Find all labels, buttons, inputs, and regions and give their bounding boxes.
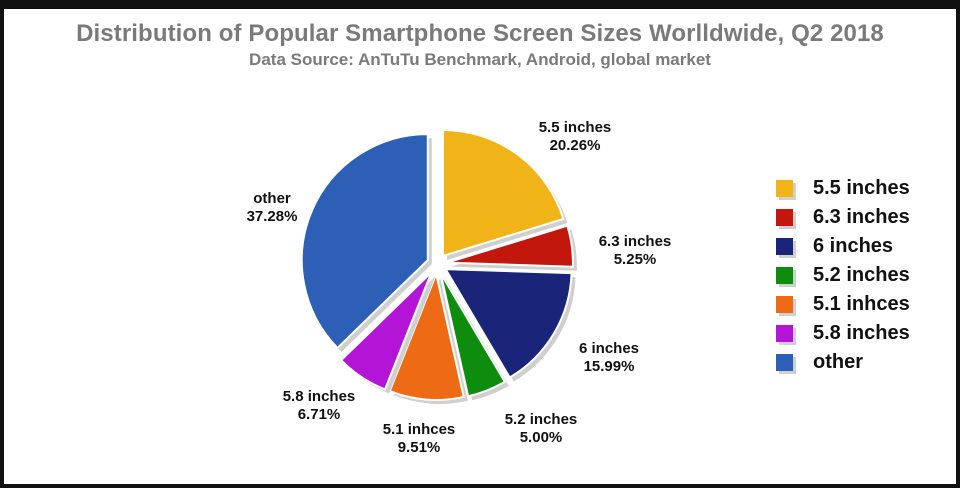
pie-slice-5-8-inches — [339, 271, 433, 391]
legend-label: 5.5 inches — [813, 177, 910, 199]
pie-slice-other — [300, 133, 429, 350]
legend-label: other — [813, 351, 863, 373]
legend-item-5-2-inches: 5.2 inches — [776, 261, 910, 290]
legend-swatch — [776, 209, 793, 226]
slice-label-other: other — [253, 190, 291, 207]
pie-slice-5-1-inhces — [388, 270, 465, 401]
pie-slice-6-3-inches — [446, 224, 574, 268]
legend-item-6-3-inches: 6.3 inches — [776, 203, 910, 232]
legend-label: 5.1 inhces — [813, 293, 910, 315]
legend-label: 6 inches — [813, 235, 894, 257]
slice-label-5-2-inches: 5.2 inches — [505, 411, 578, 428]
slice-value-5-2-inches: 5.00% — [520, 429, 563, 446]
legend-label: 5.8 inches — [813, 322, 910, 344]
legend-swatch — [776, 267, 793, 284]
slice-value-6-inches: 15.99% — [584, 358, 635, 375]
slice-value-5-1-inhces: 9.51% — [398, 439, 441, 456]
slice-label-6-3-inches: 6.3 inches — [599, 233, 672, 250]
legend-item-5-8-inches: 5.8 inches — [776, 319, 910, 348]
chart-title: Distribution of Popular Smartphone Scree… — [76, 20, 884, 47]
slice-value-5-5-inches: 20.26% — [550, 137, 601, 154]
legend-swatch — [776, 238, 793, 255]
legend-item-other: other — [776, 348, 910, 377]
legend-item-6-inches: 6 inches — [776, 232, 910, 261]
slice-value-6-3-inches: 5.25% — [614, 251, 657, 268]
legend-item-5-1-inhces: 5.1 inhces — [776, 290, 910, 319]
slice-label-5-8-inches: 5.8 inches — [283, 388, 356, 405]
chart-subtitle: Data Source: AnTuTu Benchmark, Android, … — [249, 50, 711, 69]
slice-label-5-1-inhces: 5.1 inhces — [383, 421, 456, 438]
legend-label: 6.3 inches — [813, 206, 910, 228]
pie-slice-5-5-inches — [441, 128, 565, 258]
slice-label-5-5-inches: 5.5 inches — [539, 119, 612, 136]
pie-slice-6-inches — [443, 268, 573, 379]
pie-slices — [300, 128, 577, 404]
chart-legend: 5.5 inches 6.3 inches 6 inches 5.2 inches 5.… — [776, 174, 910, 377]
legend-swatch — [776, 325, 793, 342]
legend-swatch — [776, 354, 793, 371]
legend-swatch — [776, 296, 793, 313]
legend-item-5-5-inches: 5.5 inches — [776, 174, 910, 203]
slice-label-6-inches: 6 inches — [579, 340, 639, 357]
legend-swatch — [776, 180, 793, 197]
slice-value-5-8-inches: 6.71% — [298, 406, 341, 423]
pie-slice-5-2-inches — [439, 272, 507, 398]
slice-value-other: 37.28% — [247, 208, 298, 225]
legend-label: 5.2 inches — [813, 264, 910, 286]
